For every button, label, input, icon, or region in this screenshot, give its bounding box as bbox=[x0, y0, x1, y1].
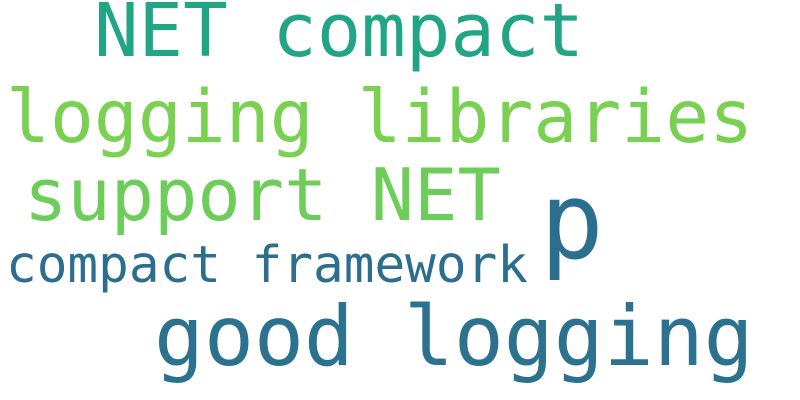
word-support-net: support NET bbox=[24, 153, 501, 237]
word-compact-framework: compact framework bbox=[6, 236, 528, 295]
word-logging-libraries: logging libraries bbox=[6, 75, 754, 160]
word-good-logging: good logging bbox=[154, 288, 754, 385]
word-net-compact: NET compact bbox=[94, 0, 585, 74]
word-p: p bbox=[540, 160, 604, 283]
